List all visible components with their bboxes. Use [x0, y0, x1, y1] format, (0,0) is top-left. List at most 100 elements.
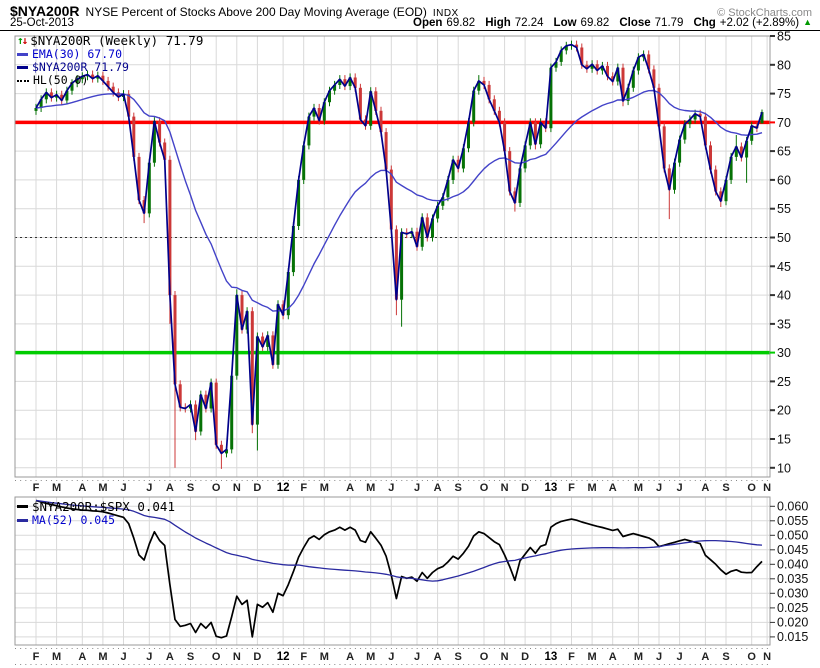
svg-text:13: 13	[545, 482, 558, 494]
svg-text:M: M	[52, 482, 61, 494]
svg-text:D: D	[521, 651, 529, 663]
svg-text:A: A	[78, 482, 86, 494]
svg-text:12: 12	[277, 651, 290, 663]
svg-text:S: S	[455, 482, 462, 494]
svg-text:65: 65	[777, 145, 791, 159]
svg-text:J: J	[146, 482, 152, 494]
svg-text:20: 20	[777, 404, 791, 418]
svg-text:0.050: 0.050	[777, 528, 808, 542]
svg-text:S: S	[722, 651, 729, 663]
svg-text:S: S	[187, 651, 194, 663]
stockcharts-watermark: © StockCharts.com	[717, 7, 812, 19]
svg-text:M: M	[588, 482, 597, 494]
svg-text:D: D	[253, 651, 261, 663]
svg-text:A: A	[609, 651, 617, 663]
svg-text:J: J	[146, 651, 152, 663]
svg-text:A: A	[701, 651, 709, 663]
svg-text:75: 75	[777, 87, 791, 101]
svg-text:12: 12	[277, 482, 290, 494]
svg-text:0.040: 0.040	[777, 557, 808, 571]
svg-text:25: 25	[777, 375, 791, 389]
svg-text:F: F	[33, 651, 40, 663]
exchange-label: INDX	[432, 8, 459, 19]
svg-text:N: N	[233, 651, 241, 663]
svg-text:M: M	[320, 482, 329, 494]
svg-text:F: F	[568, 482, 575, 494]
svg-text:M: M	[366, 482, 375, 494]
svg-text:J: J	[414, 482, 420, 494]
svg-text:0.060: 0.060	[777, 499, 808, 513]
svg-text:13: 13	[545, 651, 558, 663]
svg-text:D: D	[521, 482, 529, 494]
svg-text:J: J	[656, 651, 662, 663]
svg-text:J: J	[677, 482, 683, 494]
svg-text:J: J	[120, 651, 126, 663]
svg-text:0.055: 0.055	[777, 514, 808, 528]
svg-text:M: M	[320, 651, 329, 663]
svg-text:A: A	[346, 482, 354, 494]
svg-text:M: M	[98, 651, 107, 663]
svg-text:N: N	[763, 482, 771, 494]
svg-text:0.035: 0.035	[777, 572, 808, 586]
svg-text:O: O	[747, 482, 756, 494]
svg-text:A: A	[166, 482, 174, 494]
chart-date: 25-Oct-2013	[10, 17, 74, 29]
quote-close: Close 71.79	[619, 17, 684, 29]
svg-text:F: F	[300, 651, 307, 663]
svg-text:15: 15	[777, 433, 791, 447]
header-title-row: $NYA200R NYSE Percent of Stocks Above 20…	[10, 3, 812, 19]
header-quote-row: 25-Oct-2013 Open 69.82 High 72.24 Low 69.82…	[10, 17, 812, 29]
svg-text:J: J	[414, 651, 420, 663]
svg-text:A: A	[609, 482, 617, 494]
svg-text:0.015: 0.015	[777, 630, 808, 644]
svg-text:S: S	[455, 651, 462, 663]
svg-text:0.025: 0.025	[777, 601, 808, 615]
svg-text:O: O	[480, 651, 489, 663]
svg-text:J: J	[677, 651, 683, 663]
svg-text:40: 40	[777, 289, 791, 303]
svg-text:O: O	[212, 482, 221, 494]
svg-text:0.030: 0.030	[777, 586, 808, 600]
svg-text:N: N	[501, 482, 509, 494]
svg-text:55: 55	[777, 202, 791, 216]
ohlc-quote: Open 69.82 High 72.24 Low 69.82 Close 71.79 …	[413, 17, 812, 29]
svg-text:N: N	[501, 651, 509, 663]
svg-text:J: J	[120, 482, 126, 494]
quote-high: High 72.24	[485, 17, 544, 29]
svg-text:O: O	[212, 651, 221, 663]
up-triangle-icon: ▲	[803, 17, 812, 27]
svg-text:O: O	[480, 482, 489, 494]
svg-text:J: J	[656, 482, 662, 494]
svg-text:S: S	[187, 482, 194, 494]
svg-text:0.020: 0.020	[777, 615, 808, 629]
svg-text:D: D	[253, 482, 261, 494]
svg-text:M: M	[634, 482, 643, 494]
svg-text:M: M	[588, 651, 597, 663]
svg-text:A: A	[346, 651, 354, 663]
quote-low: Low 69.82	[553, 17, 610, 29]
svg-text:S: S	[722, 482, 729, 494]
symbol: $NYA200R	[10, 3, 80, 19]
svg-text:J: J	[388, 482, 394, 494]
svg-text:J: J	[388, 651, 394, 663]
svg-text:80: 80	[777, 58, 791, 72]
page-title: NYSE Percent of Stocks Above 200 Day Mov…	[85, 5, 427, 19]
svg-text:O: O	[747, 651, 756, 663]
quote-change: Chg +2.02 (+2.89%) ▲	[693, 17, 812, 29]
svg-text:85: 85	[777, 30, 791, 44]
svg-text:35: 35	[777, 317, 791, 331]
svg-text:50: 50	[777, 231, 791, 245]
svg-text:F: F	[300, 482, 307, 494]
svg-text:M: M	[634, 651, 643, 663]
svg-text:70: 70	[777, 116, 791, 130]
svg-text:A: A	[701, 482, 709, 494]
quote-open: Open 69.82	[413, 17, 476, 29]
header-divider	[0, 30, 820, 31]
svg-text:45: 45	[777, 260, 791, 274]
svg-text:0.045: 0.045	[777, 543, 808, 557]
svg-text:A: A	[166, 651, 174, 663]
svg-text:A: A	[78, 651, 86, 663]
svg-text:60: 60	[777, 173, 791, 187]
svg-text:M: M	[52, 651, 61, 663]
